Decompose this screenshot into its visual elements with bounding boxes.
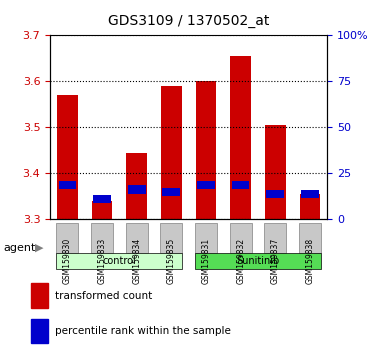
Bar	[31, 319, 48, 343]
Bar	[92, 201, 112, 219]
Text: control: control	[102, 256, 136, 266]
FancyBboxPatch shape	[91, 223, 113, 253]
Text: GSM159832: GSM159832	[236, 238, 245, 284]
Text: GSM159830: GSM159830	[63, 238, 72, 284]
Text: ▶: ▶	[35, 243, 43, 253]
Bar	[301, 190, 319, 198]
Bar	[162, 188, 180, 196]
Bar	[128, 185, 146, 194]
Bar	[196, 81, 216, 219]
Text: GSM159833: GSM159833	[97, 238, 107, 284]
FancyBboxPatch shape	[195, 253, 321, 269]
Bar	[197, 181, 215, 189]
Text: transformed count: transformed count	[55, 291, 152, 301]
Bar	[57, 95, 78, 219]
Bar	[265, 125, 286, 219]
Text: GDS3109 / 1370502_at: GDS3109 / 1370502_at	[108, 14, 270, 28]
FancyBboxPatch shape	[264, 223, 286, 253]
FancyBboxPatch shape	[56, 223, 79, 253]
FancyBboxPatch shape	[160, 223, 182, 253]
Text: GSM159838: GSM159838	[305, 238, 315, 284]
Bar	[161, 86, 182, 219]
Bar	[126, 153, 147, 219]
FancyBboxPatch shape	[56, 253, 182, 269]
Text: percentile rank within the sample: percentile rank within the sample	[55, 326, 231, 336]
Bar	[230, 56, 251, 219]
Bar	[59, 181, 76, 189]
Text: GSM159831: GSM159831	[201, 238, 211, 284]
Text: GSM159837: GSM159837	[271, 238, 280, 284]
Text: Sunitinib: Sunitinib	[236, 256, 280, 266]
FancyBboxPatch shape	[229, 223, 252, 253]
FancyBboxPatch shape	[126, 223, 148, 253]
FancyBboxPatch shape	[299, 223, 321, 253]
Bar	[232, 181, 249, 189]
Bar	[266, 190, 284, 198]
Text: agent: agent	[4, 243, 36, 253]
Bar	[31, 283, 48, 308]
Bar	[300, 194, 320, 219]
Text: GSM159834: GSM159834	[132, 238, 141, 284]
Text: GSM159835: GSM159835	[167, 238, 176, 284]
FancyBboxPatch shape	[195, 223, 217, 253]
Bar	[93, 195, 111, 203]
